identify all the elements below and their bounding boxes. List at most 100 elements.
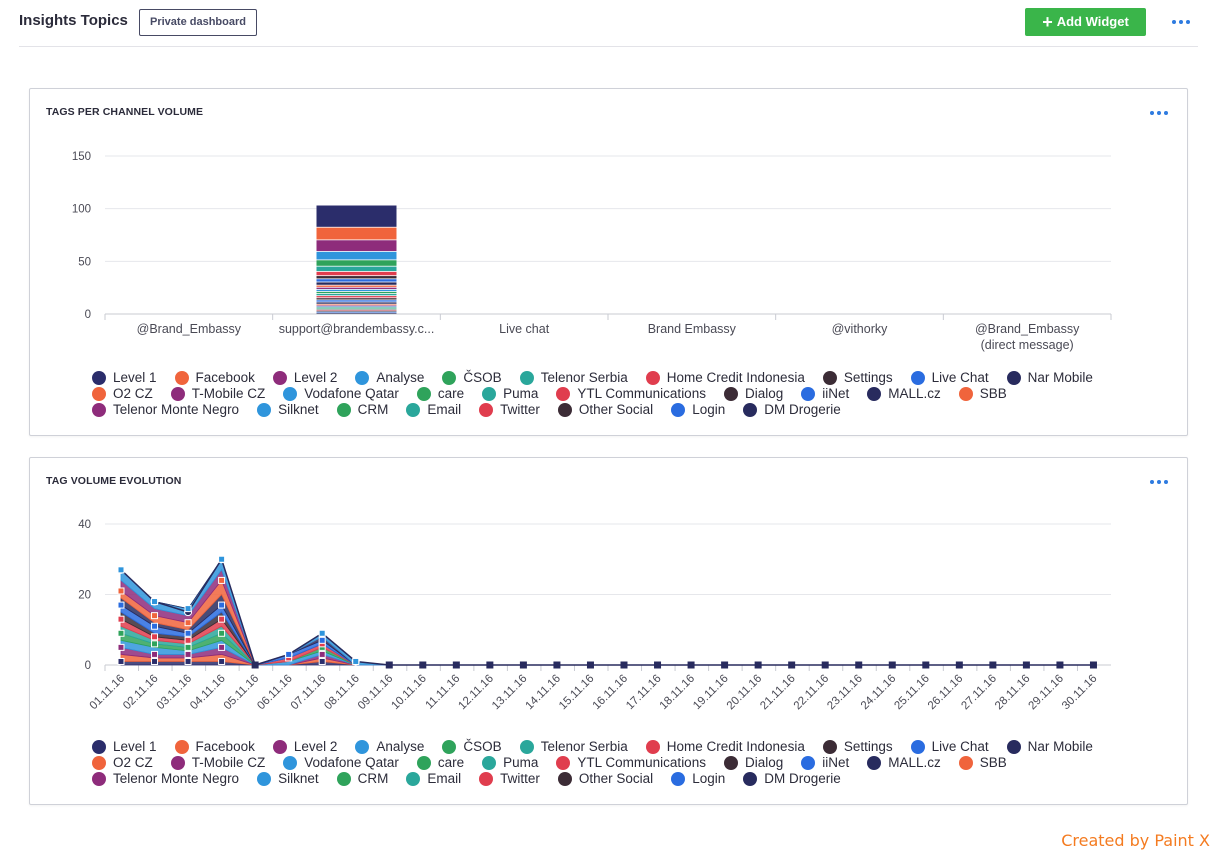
data-point[interactable] xyxy=(184,643,192,651)
data-point[interactable] xyxy=(117,566,125,574)
bar-segment[interactable] xyxy=(316,266,397,272)
legend-item[interactable]: Nar Mobile xyxy=(1006,739,1093,755)
private-dashboard-button[interactable]: Private dashboard xyxy=(139,9,257,36)
data-point[interactable] xyxy=(151,650,159,658)
data-point[interactable] xyxy=(452,661,460,669)
bar-segment[interactable] xyxy=(316,285,397,287)
bar-segment[interactable] xyxy=(316,279,397,282)
data-point[interactable] xyxy=(117,601,125,609)
bar-segment[interactable] xyxy=(316,298,397,300)
bar-segment[interactable] xyxy=(316,287,397,289)
bar-segment[interactable] xyxy=(316,289,397,292)
area-series[interactable] xyxy=(120,593,1094,666)
legend-item[interactable]: ČSOB xyxy=(442,739,502,755)
more-dots-icon[interactable] xyxy=(1150,111,1171,115)
legend-item[interactable]: Other Social xyxy=(557,402,653,418)
add-widget-button[interactable]: + Add Widget xyxy=(1025,8,1146,36)
legend-item[interactable]: Facebook xyxy=(174,370,255,386)
data-point[interactable] xyxy=(553,661,561,669)
data-point[interactable] xyxy=(218,576,226,584)
data-point[interactable] xyxy=(218,555,226,563)
data-point[interactable] xyxy=(285,650,293,658)
data-point[interactable] xyxy=(117,587,125,595)
data-point[interactable] xyxy=(687,661,695,669)
bar-segment[interactable] xyxy=(316,306,397,308)
data-point[interactable] xyxy=(519,661,527,669)
data-point[interactable] xyxy=(1056,661,1064,669)
data-point[interactable] xyxy=(955,661,963,669)
data-point[interactable] xyxy=(721,661,729,669)
data-point[interactable] xyxy=(251,661,259,669)
bar-segment[interactable] xyxy=(316,260,397,266)
legend-item[interactable]: DM Drogerie xyxy=(743,771,841,787)
legend-item[interactable]: ČSOB xyxy=(442,370,502,386)
legend-item[interactable]: Live Chat xyxy=(910,739,989,755)
bar-segment[interactable] xyxy=(316,302,397,304)
data-point[interactable] xyxy=(352,657,360,665)
bar-segment[interactable] xyxy=(316,251,397,260)
legend-item[interactable]: O2 CZ xyxy=(92,755,153,771)
legend-item[interactable]: YTL Communications xyxy=(556,386,706,402)
data-point[interactable] xyxy=(117,657,125,665)
legend-item[interactable]: Dialog xyxy=(723,386,783,402)
area-series[interactable] xyxy=(120,604,1094,666)
legend-item[interactable]: Telenor Serbia xyxy=(519,370,628,386)
legend-item[interactable]: CRM xyxy=(336,402,388,418)
legend-item[interactable]: iiNet xyxy=(801,755,849,771)
data-point[interactable] xyxy=(486,661,494,669)
data-point[interactable] xyxy=(788,661,796,669)
legend-item[interactable]: Vodafone Qatar xyxy=(283,755,399,771)
legend-item[interactable]: SBB xyxy=(958,386,1007,402)
data-point[interactable] xyxy=(184,657,192,665)
area-series[interactable] xyxy=(120,632,1094,666)
data-point[interactable] xyxy=(218,601,226,609)
legend-item[interactable]: Login xyxy=(671,402,725,418)
bar-segment[interactable] xyxy=(316,240,397,252)
legend-item[interactable]: Telenor Monte Negro xyxy=(92,771,239,787)
legend-item[interactable]: iiNet xyxy=(801,386,849,402)
data-point[interactable] xyxy=(151,640,159,648)
legend-item[interactable]: Puma xyxy=(482,755,538,771)
bar-segment[interactable] xyxy=(316,271,397,276)
data-point[interactable] xyxy=(218,615,226,623)
legend-item[interactable]: Level 1 xyxy=(92,370,157,386)
more-dots-icon[interactable] xyxy=(1172,20,1193,24)
legend-item[interactable]: Telenor Serbia xyxy=(519,739,628,755)
data-point[interactable] xyxy=(318,650,326,658)
legend-item[interactable]: Level 2 xyxy=(272,370,337,386)
legend-item[interactable]: Login xyxy=(671,771,725,787)
data-point[interactable] xyxy=(151,612,159,620)
more-dots-icon[interactable] xyxy=(1150,480,1171,484)
legend-item[interactable]: Vodafone Qatar xyxy=(283,386,399,402)
legend-item[interactable]: Level 1 xyxy=(92,739,157,755)
data-point[interactable] xyxy=(318,629,326,637)
legend-item[interactable]: Level 2 xyxy=(272,739,337,755)
legend-item[interactable]: YTL Communications xyxy=(556,755,706,771)
legend-item[interactable]: Facebook xyxy=(174,739,255,755)
legend-item[interactable]: Analyse xyxy=(355,739,424,755)
data-point[interactable] xyxy=(117,629,125,637)
legend-item[interactable]: Nar Mobile xyxy=(1006,370,1093,386)
data-point[interactable] xyxy=(855,661,863,669)
bar-segment[interactable] xyxy=(316,282,397,285)
data-point[interactable] xyxy=(989,661,997,669)
data-point[interactable] xyxy=(151,622,159,630)
legend-item[interactable]: Settings xyxy=(822,370,893,386)
area-series[interactable] xyxy=(120,558,1094,666)
data-point[interactable] xyxy=(218,643,226,651)
data-point[interactable] xyxy=(1022,661,1030,669)
bar-segment[interactable] xyxy=(316,308,397,310)
data-point[interactable] xyxy=(318,636,326,644)
data-point[interactable] xyxy=(184,605,192,613)
data-point[interactable] xyxy=(184,636,192,644)
legend-item[interactable]: care xyxy=(416,386,464,402)
data-point[interactable] xyxy=(1089,661,1097,669)
legend-item[interactable]: MALL.cz xyxy=(867,755,941,771)
legend-item[interactable]: T-Mobile CZ xyxy=(170,386,265,402)
data-point[interactable] xyxy=(888,661,896,669)
area-series[interactable] xyxy=(120,568,1094,666)
legend-item[interactable]: T-Mobile CZ xyxy=(170,755,265,771)
legend-item[interactable]: Twitter xyxy=(479,402,540,418)
data-point[interactable] xyxy=(318,657,326,665)
area-series[interactable] xyxy=(120,558,1094,666)
